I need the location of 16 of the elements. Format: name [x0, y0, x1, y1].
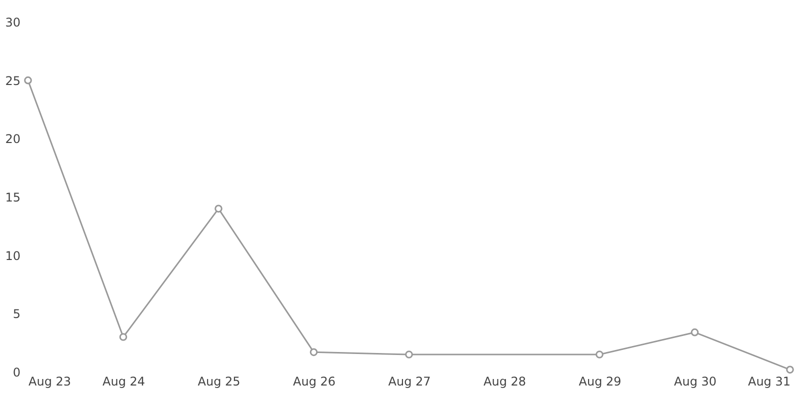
y-tick-label: 30 [5, 16, 20, 30]
x-tick-label: Aug 31 [748, 374, 790, 388]
x-tick-label: Aug 26 [292, 374, 336, 388]
y-tick-label: 0 [12, 366, 20, 380]
y-tick-label: 25 [5, 74, 20, 88]
x-tick-label: Aug 27 [388, 374, 431, 388]
y-tick-label: 20 [5, 132, 20, 146]
x-tick-label: Aug 29 [578, 374, 622, 388]
x-tick-label: Aug 24 [102, 374, 146, 388]
y-tick-label: 5 [12, 307, 20, 322]
x-tick-label: Aug 28 [483, 374, 526, 388]
y-tick-label: 15 [5, 190, 20, 204]
y-tick-label: 10 [5, 248, 20, 263]
x-tick-label: Aug 25 [198, 374, 240, 388]
x-tick-label: Aug 30 [674, 374, 717, 388]
x-tick-label: Aug 23 [28, 374, 72, 388]
